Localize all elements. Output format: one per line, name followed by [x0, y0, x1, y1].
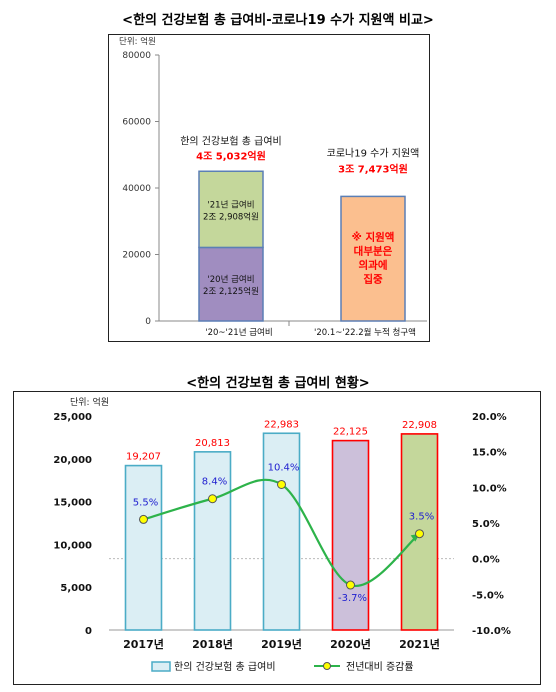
figure2-panel: 단위: 억원 25,000 20,000 15,000 10,000 5,000 0 20.0…	[13, 391, 541, 685]
y-left-tick-label: 10,000	[53, 540, 92, 551]
growth-label: 3.5%	[409, 512, 434, 523]
y-tick-label: 20000	[122, 251, 151, 261]
y-left-tick-label: 15,000	[53, 498, 92, 509]
growth-label: -3.7%	[338, 593, 367, 604]
x-category-label: 2020년	[330, 637, 371, 651]
y-right-tick-label: -5.0%	[472, 590, 504, 601]
support-note-line: 의과에	[359, 259, 388, 272]
y-right-tick-label: 15.0%	[472, 448, 507, 459]
y-right-tick-label: -10.0%	[472, 626, 511, 637]
figure2-chart: 단위: 억원 25,000 20,000 15,000 10,000 5,000 0 20.0…	[53, 396, 511, 673]
support-bar	[340, 195, 406, 322]
bar-2018년	[193, 451, 232, 631]
x-category-label: 2018년	[192, 637, 233, 651]
segment-value-label: 2조 2,908억원	[203, 211, 259, 222]
segment-value-label: 2조 2,125억원	[203, 286, 259, 297]
growth-marker	[208, 494, 217, 504]
bar-2019년	[262, 432, 301, 631]
segment-name: '20년 급여비	[207, 274, 254, 285]
bar-2017년	[124, 464, 163, 631]
figure2-title: <한의 건강보험 총 급여비 현황>	[186, 376, 370, 391]
bar-value-label: 19,207	[126, 452, 161, 463]
x-category-label: 2021년	[399, 637, 440, 651]
y-left-tick-label: 25,000	[53, 412, 92, 423]
y-right-tick-label: 0.0%	[472, 555, 500, 566]
support-note-line: ※ 지원액	[352, 231, 395, 244]
growth-marker	[346, 580, 355, 590]
y-right-tick-label: 20.0%	[472, 412, 507, 423]
y-tick-label: 40000	[122, 184, 151, 194]
stacked-segment-1	[198, 246, 264, 322]
stacked-segment-2	[198, 170, 264, 249]
growth-label: 8.4%	[202, 477, 227, 488]
y-tick-label: 0	[145, 317, 151, 327]
growth-marker	[139, 514, 148, 524]
stacked-annotation-value: 4조 5,032억원	[196, 149, 266, 162]
stacked-annotation-title: 한의 건강보험 총 급여비	[180, 135, 282, 147]
y-left-tick-label: 5,000	[60, 583, 92, 594]
growth-marker	[277, 479, 286, 489]
y-tick-label: 60000	[122, 118, 151, 128]
bar-value-label: 22,908	[402, 420, 437, 431]
bar-2020년	[331, 439, 370, 631]
legend-bar-swatch	[151, 661, 171, 672]
unit-label: 단위: 억원	[70, 396, 109, 408]
x-category-label: '20.1~'22.2월 누적 청구액	[314, 327, 416, 338]
y-right-tick-label: 5.0%	[472, 519, 500, 530]
y-right-tick-label: 10.0%	[472, 483, 507, 494]
legend-line-marker	[323, 662, 331, 670]
y-left-tick-label: 0	[85, 626, 92, 637]
growth-marker	[415, 529, 424, 539]
support-annotation-title: 코로나19 수가 지원액	[327, 147, 420, 159]
unit-label: 단위: 억원	[119, 36, 156, 47]
segment-name: '21년 급여비	[207, 199, 254, 210]
y-left-tick-label: 20,000	[53, 455, 92, 466]
legend-line-label: 전년대비 증감률	[346, 661, 414, 673]
support-note-line: 집중	[363, 274, 383, 286]
figure1-panel: 단위: 억원 80000 60000 40000 20000 0'20년 급여비 2조 2,…	[108, 34, 430, 342]
x-category-label: '20~'21년 급여비	[205, 327, 272, 338]
legend-bar-label: 한의 건강보험 총 급여비	[174, 661, 276, 673]
bar-value-label: 22,125	[333, 427, 368, 438]
bar-value-label: 20,813	[195, 438, 230, 449]
support-annotation-value: 3조 7,473억원	[338, 162, 408, 175]
growth-label: 10.4%	[268, 462, 300, 473]
bar-value-label: 22,983	[264, 419, 299, 430]
growth-line	[143, 478, 421, 587]
x-category-label: 2017년	[123, 637, 164, 651]
figure1-title: <한의 건강보험 총 급여비-코로나19 수가 지원액 비교>	[122, 13, 434, 28]
y-tick-label: 80000	[122, 51, 151, 61]
growth-label: 5.5%	[133, 497, 158, 508]
support-note-line: 대부분은	[354, 245, 393, 258]
x-category-label: 2019년	[261, 637, 302, 651]
